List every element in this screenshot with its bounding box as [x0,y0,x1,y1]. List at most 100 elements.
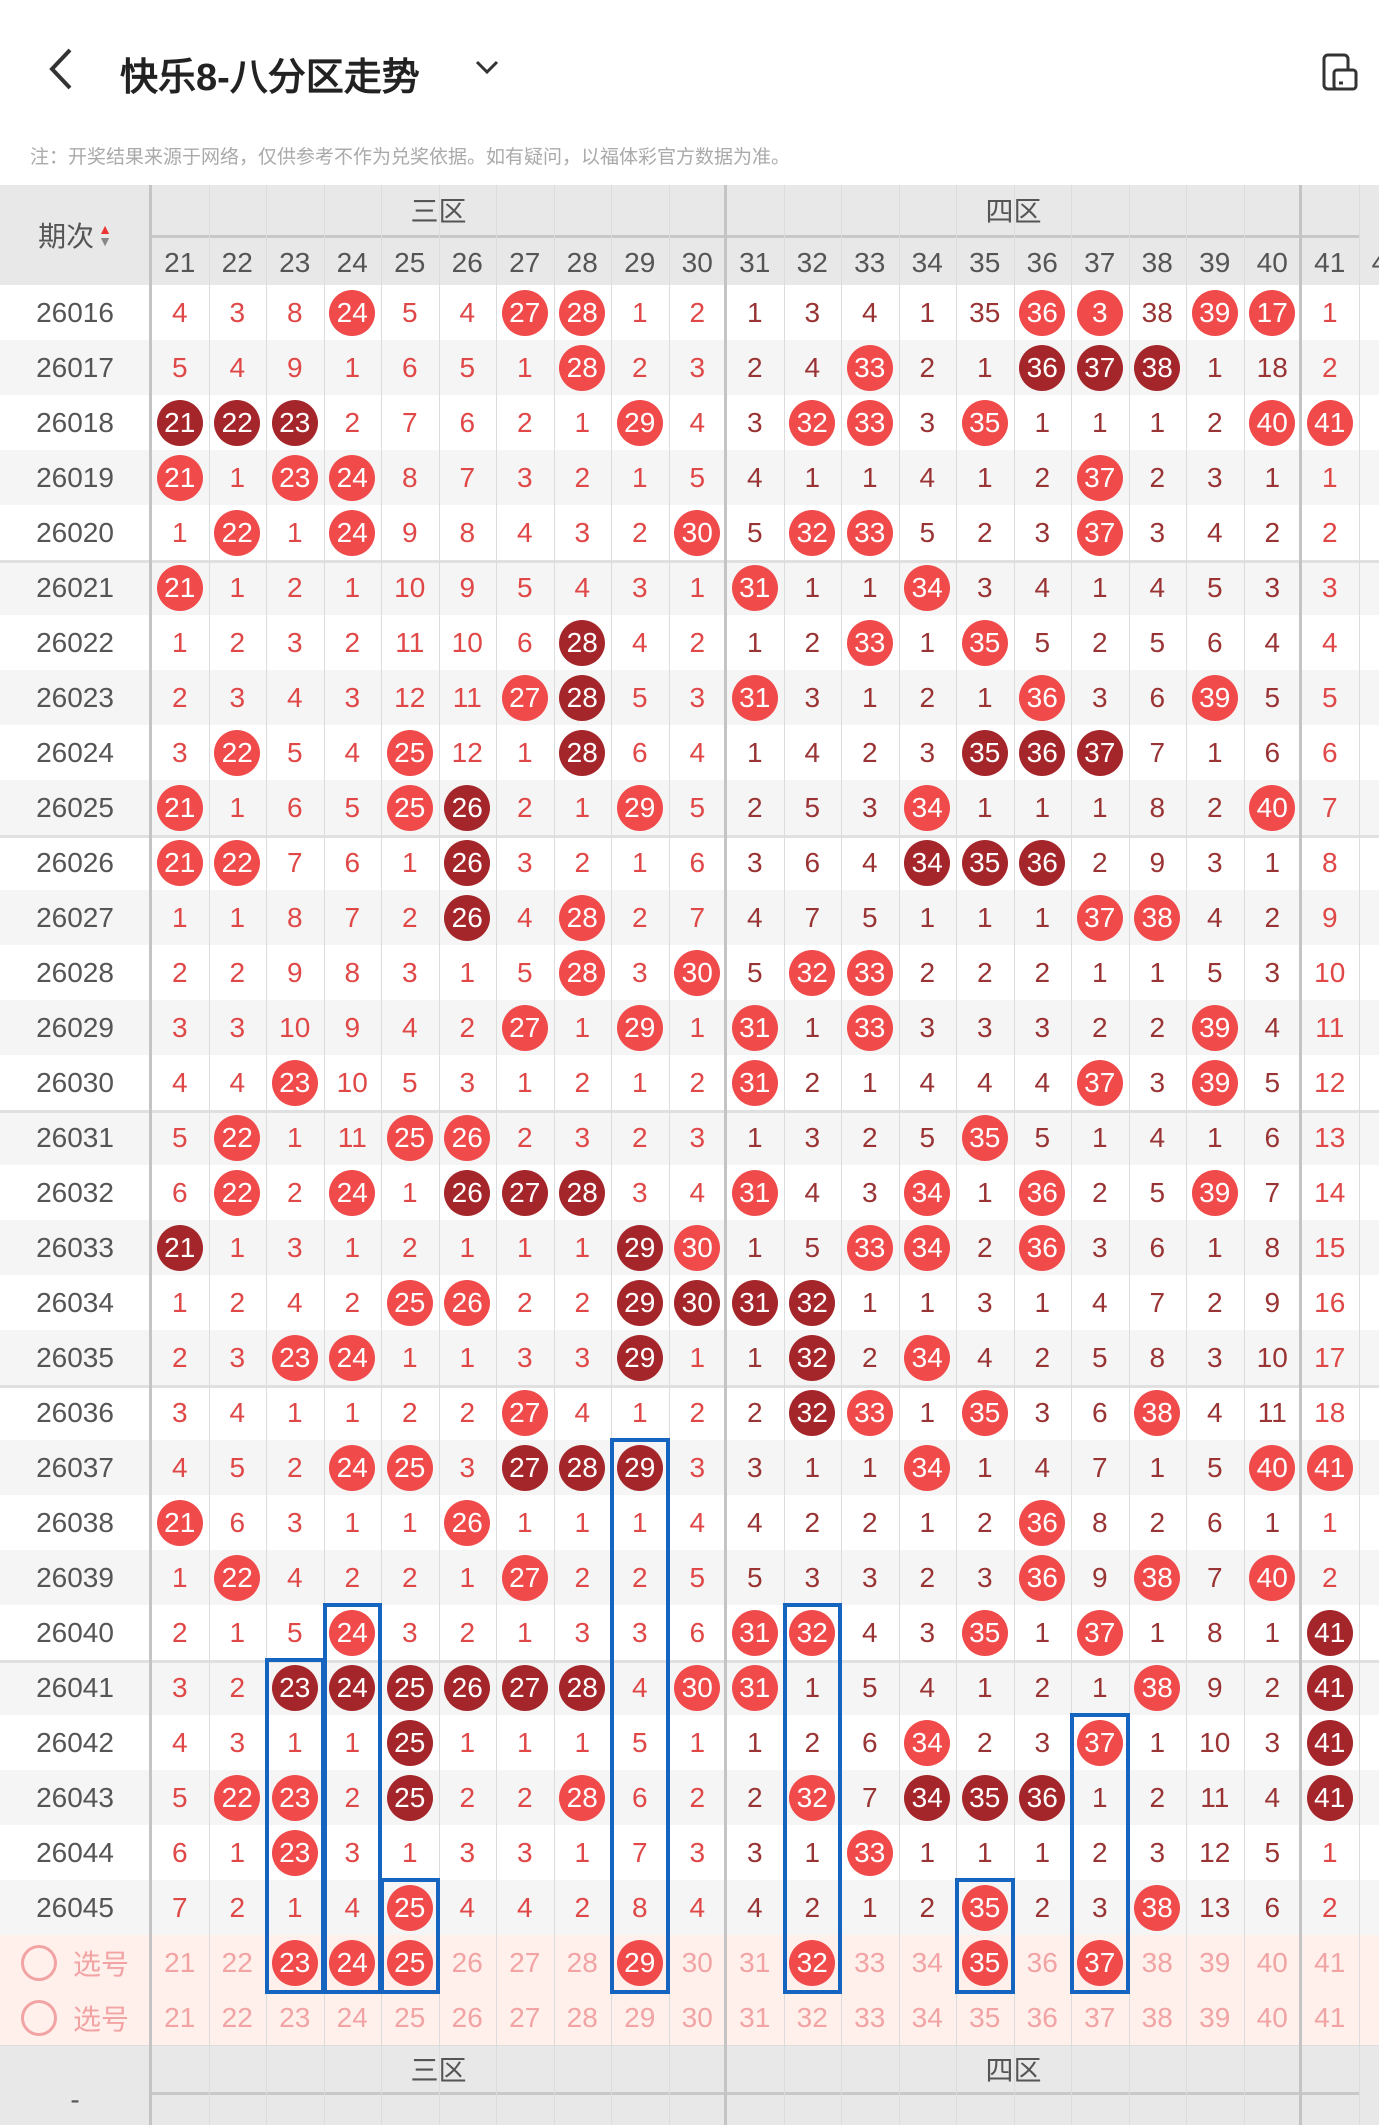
period-header[interactable]: 期次▲▼ [0,185,150,285]
number-cell: 9 [439,560,497,615]
select-number-cell[interactable]: 28 [554,1935,612,1990]
selectable-number[interactable]: 30 [682,2002,713,2034]
select-number-cell[interactable]: 33 [841,1990,899,2045]
selectable-number[interactable]: 22 [222,1947,253,1979]
selectable-number[interactable]: 33 [854,2002,885,2034]
select-number-cell[interactable]: 29 [611,1990,669,2045]
selectable-number[interactable]: 30 [682,1947,713,1979]
select-number-cell[interactable]: 34 [899,1935,957,1990]
radio-icon[interactable] [21,1945,57,1981]
select-number-cell[interactable]: 39 [1186,1935,1244,1990]
select-number-cell[interactable]: 21 [151,1990,209,2045]
selectable-number[interactable]: 27 [509,2002,540,2034]
selectable-number[interactable]: 36 [1027,1947,1058,1979]
select-number-cell[interactable]: 24 [324,1935,382,1990]
select-number-cell[interactable]: 29 [611,1935,669,1990]
select-number-cell[interactable]: 23 [266,1990,324,2045]
select-number-cell[interactable]: 30 [669,1990,727,2045]
select-number-cell[interactable]: 36 [1014,1990,1072,2045]
page-title[interactable]: 快乐8-八分区走势 [120,46,420,101]
selectable-number[interactable]: 40 [1257,1947,1288,1979]
select-number-cell[interactable]: 41 [1301,1990,1359,2045]
select-row-label[interactable]: 选号 [0,1990,150,2045]
selectable-number[interactable]: 31 [739,1947,770,1979]
select-number-cell[interactable]: 31 [726,1935,784,1990]
selectable-number[interactable]: 27 [509,1947,540,1979]
select-number-cell[interactable]: 32 [784,1990,842,2045]
selectable-number[interactable]: 41 [1314,2002,1345,2034]
picked-ball[interactable]: 35 [962,1940,1008,1986]
select-number-cell[interactable]: 38 [1129,1990,1187,2045]
select-number-cell[interactable]: 24 [324,1990,382,2045]
picked-ball[interactable]: 25 [387,1940,433,1986]
select-number-cell[interactable]: 37 [1071,1935,1129,1990]
selectable-number[interactable]: 41 [1314,1947,1345,1979]
select-number-cell[interactable]: 31 [726,1990,784,2045]
selectable-number[interactable]: 31 [739,2002,770,2034]
selectable-number[interactable]: 39 [1199,2002,1230,2034]
selectable-number[interactable]: 23 [279,2002,310,2034]
select-number-cell[interactable]: 23 [266,1935,324,1990]
selectable-number[interactable]: 32 [797,2002,828,2034]
select-number-cell[interactable]: 40 [1244,1990,1302,2045]
select-number-cell[interactable]: 32 [784,1935,842,1990]
select-number-cell[interactable]: 37 [1071,1990,1129,2045]
select-number-cell[interactable]: 41 [1301,1935,1359,1990]
select-number-cell[interactable]: 27 [496,1935,554,1990]
selectable-number[interactable]: 40 [1257,2002,1288,2034]
selectable-number[interactable]: 34 [912,1947,943,1979]
select-number-cell[interactable]: 40 [1244,1935,1302,1990]
picked-ball[interactable]: 24 [329,1940,375,1986]
select-number-cell[interactable]: 27 [496,1990,554,2045]
omission-count: 1 [1034,407,1050,439]
select-number-cell[interactable]: 28 [554,1990,612,2045]
selectable-number[interactable]: 26 [452,2002,483,2034]
select-number-cell[interactable]: 39 [1186,1990,1244,2045]
chevron-down-icon[interactable] [472,52,502,82]
picked-ball[interactable]: 32 [789,1940,835,1986]
selectable-number[interactable]: 33 [854,1947,885,1979]
selectable-number[interactable]: 36 [1027,2002,1058,2034]
selectable-number[interactable]: 38 [1142,1947,1173,1979]
select-number-cell[interactable]: 26 [439,1935,497,1990]
select-row-label[interactable]: 选号 [0,1935,150,1990]
select-number-cell[interactable]: 25 [381,1935,439,1990]
number-cell: 1 [841,1055,899,1110]
selectable-number[interactable]: 28 [567,2002,598,2034]
select-number-cell[interactable]: 22 [209,1990,267,2045]
selectable-number[interactable]: 37 [1084,2002,1115,2034]
sort-icon[interactable]: ▲▼ [98,223,112,247]
selectable-number[interactable]: 21 [164,2002,195,2034]
selectable-number[interactable]: 38 [1142,2002,1173,2034]
select-number-cell[interactable]: 35 [956,1935,1014,1990]
picked-ball[interactable]: 29 [617,1940,663,1986]
selectable-number[interactable]: 29 [624,2002,655,2034]
omission-count: 1 [172,517,188,549]
select-number-cell[interactable]: 36 [1014,1935,1072,1990]
select-number-cell[interactable]: 26 [439,1990,497,2045]
device-orientation-icon[interactable] [1320,52,1360,92]
select-number-cell[interactable]: 21 [151,1935,209,1990]
selectable-number[interactable]: 28 [567,1947,598,1979]
select-number-cell[interactable]: 34 [899,1990,957,2045]
radio-icon[interactable] [21,2000,57,2036]
select-number-cell[interactable]: 33 [841,1935,899,1990]
selectable-number[interactable]: 39 [1199,1947,1230,1979]
selectable-number[interactable]: 24 [337,2002,368,2034]
select-number-cell[interactable]: 22 [209,1935,267,1990]
selectable-number[interactable]: 21 [164,1947,195,1979]
select-number-cell[interactable]: 35 [956,1990,1014,2045]
picked-ball[interactable]: 37 [1077,1940,1123,1986]
drawn-ball: 37 [1077,730,1123,776]
omission-count: 3 [919,737,935,769]
selectable-number[interactable]: 34 [912,2002,943,2034]
select-number-cell[interactable]: 30 [669,1935,727,1990]
select-number-cell[interactable]: 38 [1129,1935,1187,1990]
selectable-number[interactable]: 35 [969,2002,1000,2034]
selectable-number[interactable]: 22 [222,2002,253,2034]
select-number-cell[interactable]: 25 [381,1990,439,2045]
picked-ball[interactable]: 23 [272,1940,318,1986]
selectable-number[interactable]: 25 [394,2002,425,2034]
back-arrow-icon[interactable] [42,44,82,94]
selectable-number[interactable]: 26 [452,1947,483,1979]
